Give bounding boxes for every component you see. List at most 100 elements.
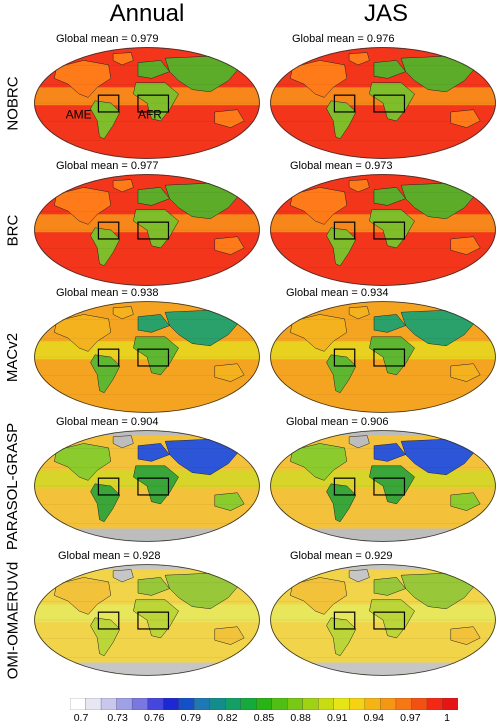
continent-greenland [112, 306, 134, 320]
ame-box [97, 94, 120, 113]
map-outline [34, 301, 260, 413]
ame-label: AME [66, 108, 92, 122]
afr-box [137, 611, 170, 630]
row-label: NOBRC [0, 47, 26, 159]
colorbar-segment [256, 698, 273, 710]
afr-box [373, 477, 406, 496]
colorbar-segment [225, 698, 242, 710]
colorbar-segment [318, 698, 335, 710]
map-outline [34, 564, 260, 676]
map-outline [270, 564, 496, 676]
missing-data-south [34, 528, 260, 542]
colorbar-segment [411, 698, 428, 710]
continent-greenland [112, 569, 134, 583]
row-label: BRC [0, 174, 26, 286]
continent-namerica [290, 60, 348, 98]
continent-australia [214, 626, 245, 645]
continent-europe [373, 577, 407, 596]
global-mean-label: Global mean = 0.976 [292, 33, 395, 45]
continent-europe [137, 443, 171, 462]
colorbar-segment [240, 698, 257, 710]
map-panel [270, 564, 496, 676]
global-mean-label: Global mean = 0.938 [56, 287, 159, 299]
row-label-text: OMI-OMAERUVd [4, 561, 22, 679]
continent-greenland [112, 52, 134, 66]
continent-greenland [348, 179, 370, 193]
afr-box [137, 221, 170, 240]
continent-namerica [54, 187, 112, 225]
ame-box [97, 611, 120, 630]
continent-europe [137, 314, 171, 333]
row-label-text: BRC [4, 214, 22, 246]
continent-greenland [112, 179, 134, 193]
map-panel [270, 301, 496, 413]
row-label: PARASOL-GRASP [0, 422, 26, 549]
colorbar-segment [131, 698, 149, 710]
map-outline [270, 301, 496, 413]
colorbar-segment [395, 698, 412, 710]
map-panel: AME AFR [34, 47, 260, 159]
map-outline [34, 47, 260, 159]
map-outline [270, 47, 496, 159]
continent-namerica [290, 577, 348, 615]
map-outline [270, 174, 496, 286]
afr-box [373, 94, 406, 113]
colorbar-segment [302, 698, 319, 710]
colorbar-tick-label: 0.76 [143, 712, 165, 724]
colorbar-tick-label: 0.85 [253, 712, 275, 724]
global-mean-label: Global mean = 0.934 [286, 287, 389, 299]
continent-australia [214, 109, 245, 128]
afr-box [373, 611, 406, 630]
afr-box [373, 348, 406, 367]
continent-australia [450, 492, 481, 511]
colorbar-tick-label: 0.73 [107, 712, 128, 724]
continent-australia [450, 363, 481, 382]
continent-greenland [348, 52, 370, 66]
global-mean-label: Global mean = 0.906 [286, 416, 389, 428]
continent-namerica [54, 60, 112, 98]
continent-namerica [290, 443, 348, 481]
row-label: MACv2 [0, 301, 26, 413]
continent-namerica [54, 443, 112, 481]
colorbar-tick-label: 0.82 [217, 712, 238, 724]
ame-box [333, 221, 356, 240]
colorbar-tick-label: 0.7 [73, 712, 89, 724]
missing-data-north [34, 564, 260, 570]
map-outline [34, 174, 260, 286]
ame-box [97, 221, 120, 240]
missing-data-north [34, 430, 260, 436]
map-panel [270, 430, 496, 542]
colorbar-segment [85, 698, 102, 710]
continent-australia [450, 626, 481, 645]
afr-box [137, 477, 170, 496]
colorbar-segment [333, 698, 350, 710]
map-outline [270, 430, 496, 542]
colorbar-tick-label: 0.79 [180, 712, 202, 724]
map-panel [34, 564, 260, 676]
col-title-jas: JAS [363, 0, 408, 27]
colorbar-tick-label: 0.97 [400, 712, 421, 724]
afr-box [137, 94, 170, 113]
colorbar-segment [116, 698, 133, 710]
ame-box [97, 348, 120, 367]
ame-box [333, 477, 356, 496]
continent-namerica [290, 314, 348, 352]
continent-namerica [290, 187, 348, 225]
continent-australia [214, 236, 245, 255]
colorbar-segment [70, 698, 86, 710]
global-mean-label: Global mean = 0.929 [290, 550, 393, 562]
colorbar-segment [178, 698, 195, 710]
colorbar-segment [271, 698, 288, 710]
ame-box [333, 611, 356, 630]
colorbar [70, 698, 458, 710]
global-mean-label: Global mean = 0.979 [56, 33, 159, 45]
continent-greenland [348, 435, 370, 449]
continent-europe [137, 577, 171, 596]
missing-data-south [270, 662, 496, 676]
continent-europe [373, 443, 407, 462]
colorbar-segment [287, 698, 304, 710]
continent-namerica [54, 314, 112, 352]
map-panel [34, 430, 260, 542]
map-panel [34, 301, 260, 413]
missing-data-south [34, 662, 260, 676]
